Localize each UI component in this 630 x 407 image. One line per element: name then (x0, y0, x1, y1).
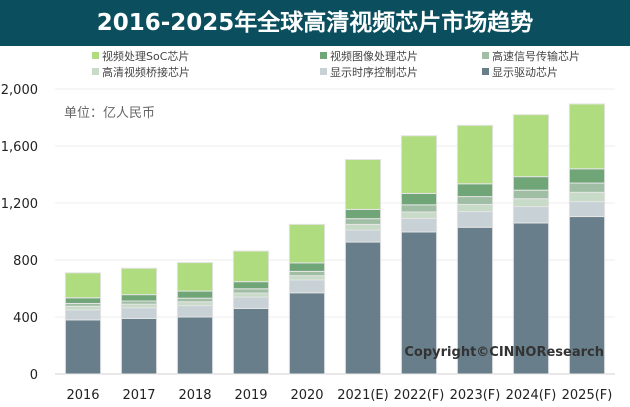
bar-segment (288, 279, 326, 294)
bar-segment (400, 217, 438, 233)
bar-segment (344, 159, 382, 210)
x-tick-label: 2017 (122, 388, 155, 403)
bar-segment (232, 281, 270, 290)
bar-segment (512, 206, 550, 224)
bar-segment (288, 275, 326, 281)
y-tick-label: 800 (13, 254, 38, 269)
bar-segment (512, 189, 550, 200)
bar-segment (512, 176, 550, 191)
bar-segment (176, 297, 214, 303)
bar-segment (288, 270, 326, 277)
bar-segment (120, 307, 158, 319)
y-tick-label: 400 (13, 311, 38, 326)
bar-segment (232, 307, 270, 375)
bar-segment (120, 317, 158, 375)
bar-segment (288, 223, 326, 264)
bar-segment (64, 309, 102, 321)
x-tick-label: 2020 (290, 388, 323, 403)
legend-label: 视频处理SoC芯片 (102, 49, 189, 63)
legend-swatch (320, 52, 327, 59)
bar-segment (176, 262, 214, 292)
legend-label: 显示驱动芯片 (492, 65, 558, 79)
y-tick-label: 1,200 (1, 197, 38, 212)
legend-label: 显示时序控制芯片 (330, 65, 418, 79)
x-tick-label: 2016 (66, 388, 99, 403)
legend-label: 视频图像处理芯片 (330, 49, 418, 63)
bar-segment (456, 211, 494, 228)
bar-segment (176, 301, 214, 307)
bar-segment (456, 124, 494, 185)
bar-segment (568, 168, 606, 184)
bar-segment (176, 305, 214, 318)
bar-segment (400, 135, 438, 194)
bar-segment (512, 198, 550, 208)
copyright-annotation: Copyright©CINNOResearch (404, 345, 604, 360)
bar-segment (568, 191, 606, 203)
bar-segment (568, 182, 606, 193)
bar-segment (344, 208, 382, 220)
legend-label: 高速信号传输芯片 (492, 49, 580, 63)
bar-segment (568, 201, 606, 218)
y-axis-unit: 单位：亿人民币 (64, 106, 155, 121)
x-tick-label: 2019 (234, 388, 267, 403)
bar-segment (232, 288, 270, 294)
legend-swatch (482, 68, 489, 75)
x-tick-label: 2025(F) (562, 388, 613, 403)
legend-swatch (92, 52, 99, 59)
bar-segment (120, 303, 158, 309)
bar-segment (120, 267, 158, 296)
bar-segment (232, 250, 270, 283)
x-tick-label: 2018 (178, 388, 211, 403)
bar-segment (64, 305, 102, 311)
y-tick-label: 2,000 (1, 83, 38, 98)
bar-segment (400, 231, 438, 375)
bar-segment (568, 103, 606, 170)
x-tick-label: 2021(E) (337, 388, 388, 403)
legend-swatch (320, 68, 327, 75)
bar-segment (456, 203, 494, 213)
bar-segment (456, 196, 494, 205)
bar-segment (232, 292, 270, 298)
bar-segment (64, 319, 102, 375)
bar-segment (64, 272, 102, 299)
bar-segment (176, 316, 214, 375)
bar-segment (400, 211, 438, 219)
legend-swatch (92, 68, 99, 75)
y-tick-label: 1,600 (1, 140, 38, 155)
chart-title: 2016-2025年全球高清视频芯片市场趋势 (0, 0, 630, 46)
bar-segment (400, 192, 438, 206)
x-tick-label: 2023(F) (450, 388, 501, 403)
bar-segment (176, 290, 214, 299)
x-tick-label: 2024(F) (506, 388, 557, 403)
x-tick-label: 2022(F) (394, 388, 445, 403)
bar-segment (232, 296, 270, 309)
bar-segment (288, 262, 326, 272)
bar-segment (344, 229, 382, 243)
stacked-bar-chart: 0 400 800 1,200 1,600 2,000 单位：亿人民币 视频处理SoC芯片 视频… (1, 49, 615, 403)
legend-swatch (482, 52, 489, 59)
bar-segment (344, 218, 382, 225)
legend-label: 高清视频桥接芯片 (102, 65, 190, 79)
y-tick-label: 0 (30, 368, 38, 383)
bar-segment (512, 114, 550, 178)
bar-segment (400, 204, 438, 213)
bar-segment (344, 223, 382, 231)
bar-segment (288, 292, 326, 375)
bar-segment (64, 297, 102, 304)
bar-segment (344, 241, 382, 375)
bar-segment (456, 183, 494, 198)
bar-segment (120, 294, 158, 302)
